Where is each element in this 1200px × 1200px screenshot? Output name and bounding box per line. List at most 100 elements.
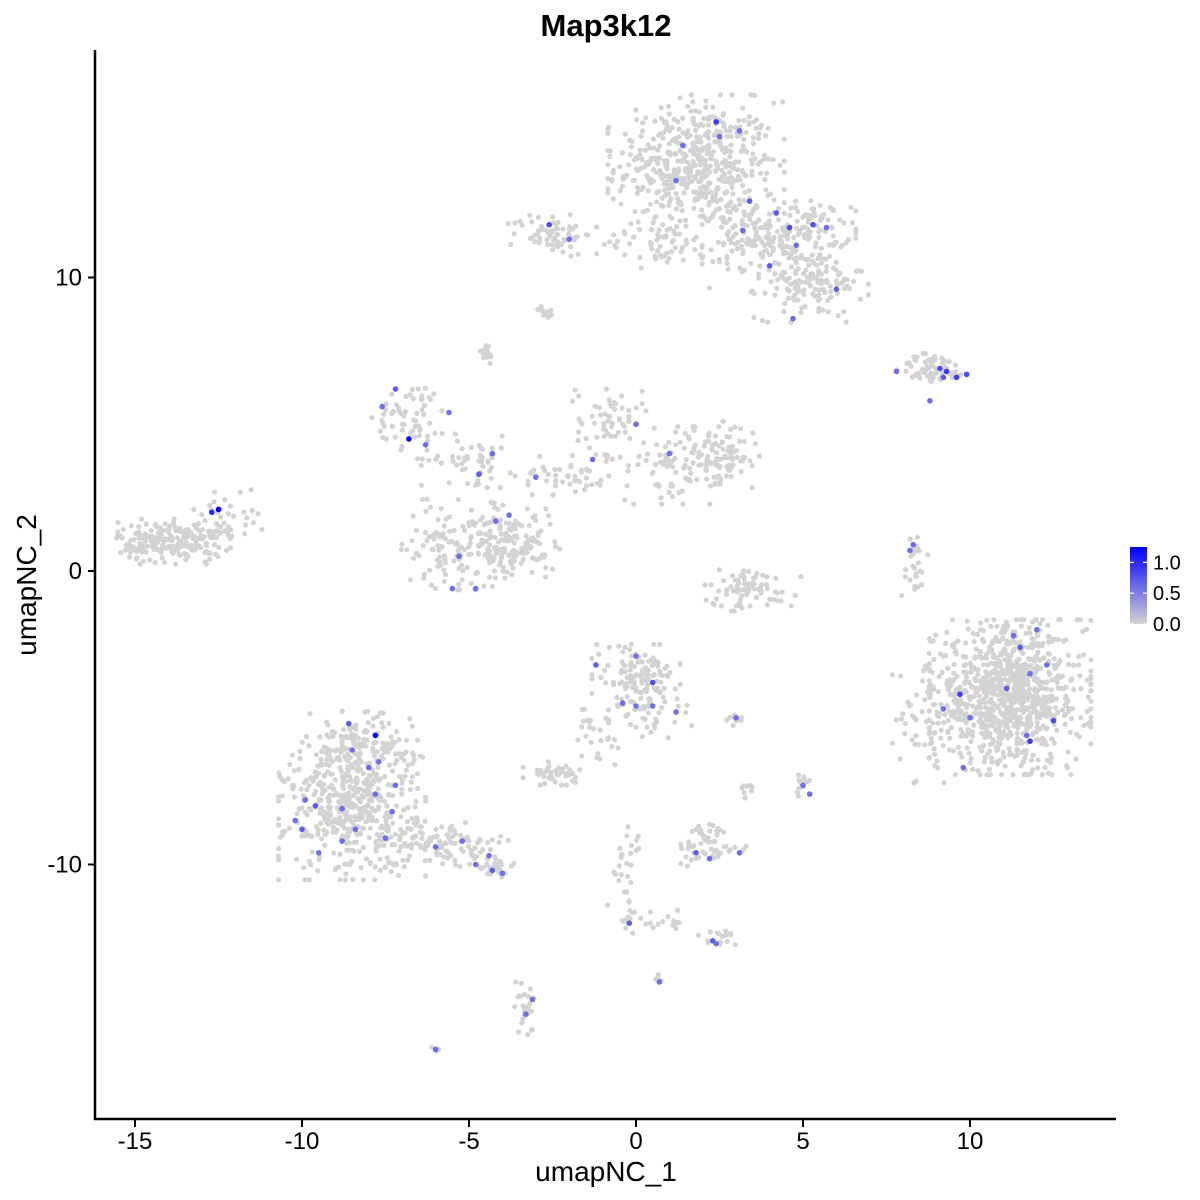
cell-point	[1051, 740, 1057, 746]
cell-point	[902, 720, 908, 727]
cell-point	[605, 902, 611, 908]
cell-point	[596, 405, 602, 411]
expressing-cell-point	[736, 128, 743, 134]
cell-point	[117, 549, 124, 556]
cell-point	[678, 861, 684, 867]
cell-point	[341, 727, 347, 733]
cell-point	[632, 177, 638, 183]
cell-point	[692, 122, 698, 128]
cell-point	[335, 792, 341, 798]
cell-point	[699, 242, 705, 248]
cell-point	[671, 228, 677, 234]
cell-point	[937, 651, 944, 657]
cell-point	[588, 717, 594, 723]
cell-point	[1027, 630, 1033, 636]
expressing-cell-point	[910, 541, 916, 548]
cell-point	[985, 750, 991, 757]
cell-point	[740, 847, 746, 853]
cell-point	[645, 710, 652, 716]
cell-point	[435, 517, 441, 523]
cell-point	[644, 686, 650, 692]
cell-point	[994, 759, 1000, 765]
cell-point	[740, 105, 746, 111]
cell-point	[202, 559, 208, 565]
cell-point	[1030, 752, 1036, 758]
cell-point	[368, 860, 374, 866]
cell-point	[707, 929, 713, 935]
cell-point	[634, 155, 640, 161]
cell-point	[686, 434, 692, 440]
cell-point	[972, 654, 978, 660]
cell-point	[323, 817, 329, 823]
cell-point	[1020, 706, 1026, 712]
cell-point	[911, 354, 917, 360]
cell-point	[572, 387, 578, 393]
cell-point	[1036, 643, 1042, 649]
cell-point	[932, 730, 938, 736]
cell-point	[537, 453, 543, 459]
cell-point	[787, 212, 793, 218]
cell-point	[1066, 661, 1072, 668]
cell-point	[563, 763, 569, 769]
cell-point	[502, 575, 508, 581]
cell-point	[427, 857, 433, 863]
cell-point	[621, 423, 627, 429]
cell-point	[693, 196, 699, 202]
cell-point	[472, 482, 479, 488]
cell-point	[676, 168, 682, 174]
cell-point	[478, 530, 484, 536]
cell-point	[805, 216, 812, 222]
cell-point	[646, 658, 652, 664]
cell-point	[491, 555, 497, 561]
cell-point	[362, 727, 369, 733]
cell-point	[560, 226, 566, 232]
cell-point	[390, 408, 397, 414]
cell-point	[537, 782, 543, 788]
cell-point	[1003, 619, 1009, 625]
cell-point	[1025, 667, 1031, 673]
cell-point	[990, 661, 997, 667]
cell-point	[1016, 656, 1022, 662]
expressing-cell-point	[349, 747, 355, 753]
cell-point	[446, 539, 452, 545]
cell-point	[781, 224, 787, 231]
cell-point	[795, 297, 801, 303]
cell-point	[617, 681, 623, 687]
cell-point	[456, 587, 462, 593]
cell-point	[677, 218, 683, 224]
cell-point	[682, 178, 688, 184]
expressing-point-layer	[209, 119, 1057, 1053]
cell-point	[455, 547, 461, 553]
cell-point	[1027, 694, 1033, 700]
cell-point	[416, 553, 422, 559]
cell-point	[733, 231, 739, 237]
cell-point	[659, 501, 665, 507]
cell-point	[487, 360, 493, 366]
cell-point	[685, 103, 691, 109]
cell-point	[633, 405, 640, 411]
cell-point	[682, 217, 689, 223]
cell-point	[213, 520, 219, 527]
expressing-cell-point	[476, 471, 482, 477]
cell-point	[386, 762, 392, 768]
cell-point	[1052, 705, 1058, 711]
cell-point	[692, 108, 699, 114]
cell-point	[647, 180, 653, 186]
y-tick-label: 10	[55, 265, 82, 292]
cell-point	[731, 608, 737, 614]
cell-point	[456, 581, 462, 588]
cell-point	[964, 618, 970, 624]
cell-point	[1035, 757, 1041, 763]
cell-point	[643, 408, 649, 414]
cell-point	[491, 568, 498, 574]
cell-point	[1018, 623, 1024, 629]
cell-point	[610, 679, 617, 685]
cell-point	[996, 705, 1002, 712]
cell-point	[287, 762, 293, 768]
cell-point	[1068, 677, 1074, 683]
expressing-cell-point	[432, 1046, 439, 1053]
cell-point	[834, 290, 841, 296]
cell-point	[788, 603, 794, 609]
cell-point	[932, 751, 938, 758]
cell-point	[889, 672, 896, 678]
